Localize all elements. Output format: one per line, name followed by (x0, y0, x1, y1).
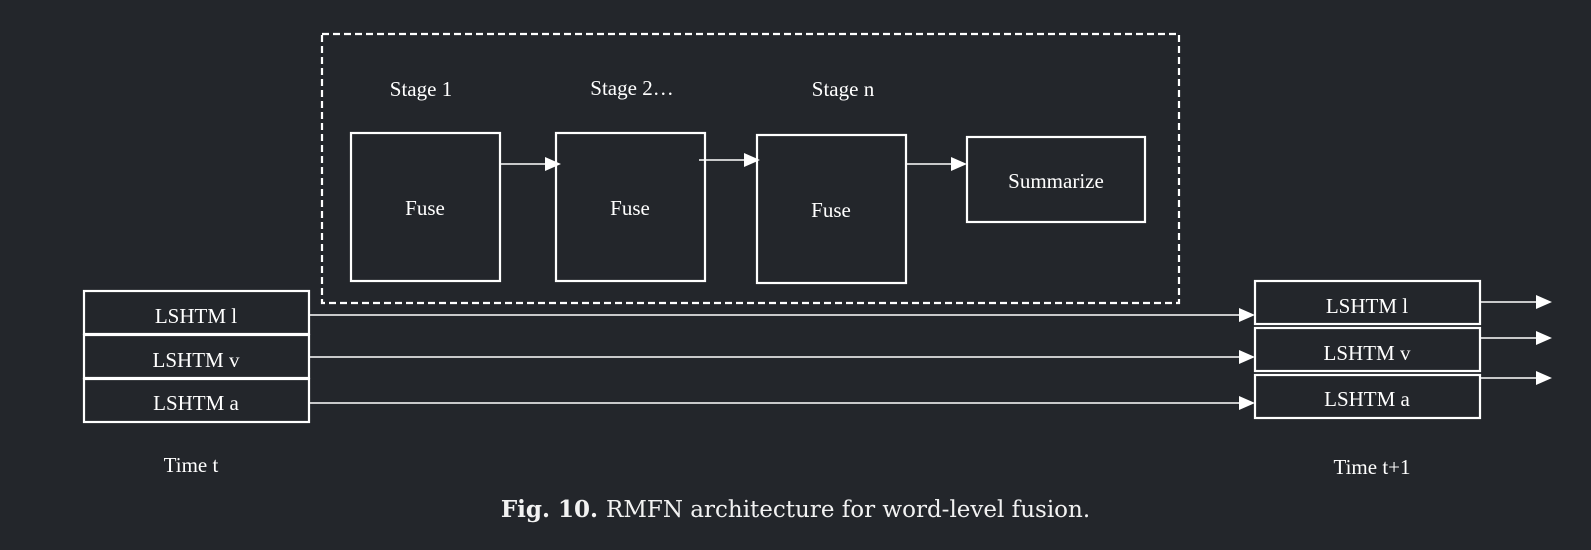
fuse-label-1: Fuse (405, 196, 445, 220)
arrow-stage1-to-stage2 (500, 157, 561, 171)
right-lstm-l-label: LSHTM l (1326, 294, 1408, 318)
figure-number: Fig. 10. (500, 496, 599, 523)
right-lstm-a-label: LSHTM a (1324, 387, 1410, 411)
time-t-label: Time t (164, 453, 219, 477)
right-lstm-v-label: LSHTM v (1324, 341, 1411, 365)
stage-label-1: Stage 1 (390, 77, 452, 101)
stage-label-2: Stage 2… (590, 76, 673, 100)
fuse-box-n: Fuse (755, 133, 908, 285)
arrow-out-a (1480, 371, 1552, 385)
stage-label-n: Stage n (812, 77, 875, 101)
time-t-plus-1-label: Time t+1 (1333, 455, 1410, 479)
left-lstm-stack: LSHTM l LSHTM v LSHTM a (82, 289, 311, 424)
figure-caption: Fig. 10. RMFN architecture for word-level… (0, 496, 1591, 523)
arrow-lstm-v (309, 350, 1255, 364)
left-lstm-l-label: LSHTM l (155, 304, 237, 328)
fuse-label-2: Fuse (610, 196, 650, 220)
summarize-box: Summarize (965, 135, 1147, 224)
arrow-lstm-a (309, 396, 1255, 410)
fuse-box-2: Fuse (554, 131, 707, 283)
right-lstm-a-box (1253, 373, 1482, 420)
left-lstm-a-label: LSHTM a (153, 391, 239, 415)
summarize-label: Summarize (1008, 169, 1104, 193)
arrow-stagen-to-summarize (906, 157, 967, 171)
arrow-stage2-to-stagen (699, 153, 760, 167)
fuse-label-n: Fuse (811, 198, 851, 222)
left-lstm-a-box (82, 377, 311, 424)
fuse-box-1: Fuse (349, 131, 502, 283)
left-lstm-v-label: LSHTM v (153, 348, 240, 372)
right-lstm-stack: LSHTM l LSHTM v LSHTM a (1253, 279, 1482, 420)
caption-text: RMFN architecture for word-level fusion. (606, 497, 1091, 523)
multistage-region (320, 32, 1181, 305)
arrow-out-v (1480, 331, 1552, 345)
arrow-lstm-l (309, 308, 1255, 322)
right-lstm-v-box (1253, 326, 1482, 373)
arrow-out-l (1480, 295, 1552, 309)
